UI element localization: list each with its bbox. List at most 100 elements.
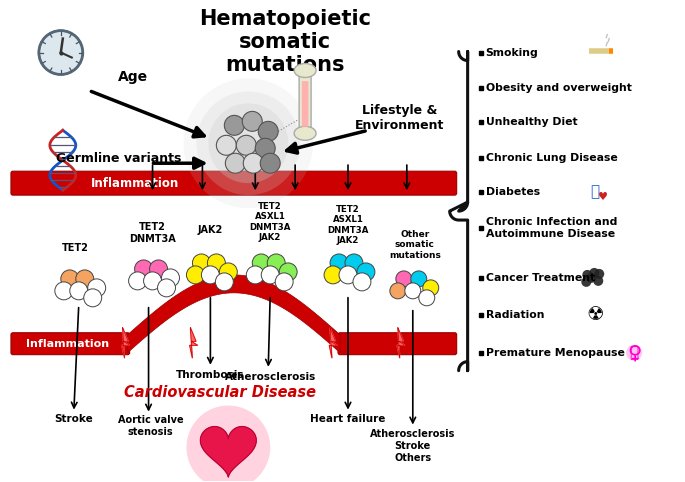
Circle shape xyxy=(411,271,427,287)
Circle shape xyxy=(252,254,270,272)
Circle shape xyxy=(242,111,262,131)
Circle shape xyxy=(219,263,237,281)
Text: Other
somatic
mutations: Other somatic mutations xyxy=(389,230,440,260)
Circle shape xyxy=(184,79,313,208)
Circle shape xyxy=(419,290,435,306)
Circle shape xyxy=(129,272,147,290)
Circle shape xyxy=(267,254,285,272)
Circle shape xyxy=(88,279,105,297)
FancyBboxPatch shape xyxy=(11,333,129,355)
Circle shape xyxy=(39,31,83,75)
Circle shape xyxy=(330,254,348,272)
Text: Premature Menopause: Premature Menopause xyxy=(486,348,625,358)
Circle shape xyxy=(390,283,406,299)
Circle shape xyxy=(243,153,263,173)
Polygon shape xyxy=(122,328,130,358)
Circle shape xyxy=(339,266,357,284)
Circle shape xyxy=(149,260,168,278)
Text: ♀: ♀ xyxy=(627,343,641,362)
Text: Heart failure: Heart failure xyxy=(310,415,386,425)
Text: Cancer Treatment: Cancer Treatment xyxy=(486,273,595,283)
Circle shape xyxy=(582,270,593,280)
Text: Ⓜ: Ⓜ xyxy=(630,345,638,360)
Circle shape xyxy=(261,266,279,284)
Circle shape xyxy=(208,254,225,272)
Text: ♥: ♥ xyxy=(598,192,608,202)
Text: Aortic valve
stenosis: Aortic valve stenosis xyxy=(118,415,184,437)
Circle shape xyxy=(201,266,219,284)
Circle shape xyxy=(225,153,245,173)
Circle shape xyxy=(208,104,288,183)
Circle shape xyxy=(423,280,438,296)
Text: Inflammation: Inflammation xyxy=(90,177,179,190)
Circle shape xyxy=(192,254,210,272)
Circle shape xyxy=(345,254,363,272)
Circle shape xyxy=(84,289,101,307)
Text: Thrombosis: Thrombosis xyxy=(176,370,245,380)
Text: Diabetes: Diabetes xyxy=(486,187,540,197)
Text: TET2: TET2 xyxy=(62,243,89,253)
Circle shape xyxy=(225,115,245,135)
Circle shape xyxy=(258,121,278,141)
Circle shape xyxy=(162,269,179,287)
Text: Smoking: Smoking xyxy=(486,48,538,57)
Text: TET2
ASXL1
DNMT3A
JAK2: TET2 ASXL1 DNMT3A JAK2 xyxy=(249,202,291,242)
Circle shape xyxy=(260,153,280,173)
Circle shape xyxy=(275,273,293,291)
Text: Atherosclerosis
Stroke
Others: Atherosclerosis Stroke Others xyxy=(370,429,456,463)
Text: TET2
DNMT3A: TET2 DNMT3A xyxy=(129,222,176,244)
Circle shape xyxy=(324,266,342,284)
Polygon shape xyxy=(397,328,405,358)
Circle shape xyxy=(215,273,234,291)
Text: Age: Age xyxy=(118,70,148,84)
Text: Inflammation: Inflammation xyxy=(26,339,109,348)
FancyBboxPatch shape xyxy=(302,81,308,127)
Circle shape xyxy=(279,263,297,281)
Circle shape xyxy=(186,405,270,482)
Circle shape xyxy=(61,270,79,288)
Circle shape xyxy=(216,135,236,155)
Text: ⧗: ⧗ xyxy=(590,185,600,200)
Text: Unhealthy Diet: Unhealthy Diet xyxy=(486,117,577,127)
Circle shape xyxy=(256,138,275,158)
Circle shape xyxy=(236,135,256,155)
Circle shape xyxy=(134,260,153,278)
FancyBboxPatch shape xyxy=(338,333,457,355)
Circle shape xyxy=(589,268,599,278)
Circle shape xyxy=(357,263,375,281)
Circle shape xyxy=(70,282,88,300)
Circle shape xyxy=(593,276,603,286)
Circle shape xyxy=(197,92,300,195)
Text: Germline variants: Germline variants xyxy=(56,152,182,165)
Circle shape xyxy=(353,273,371,291)
Ellipse shape xyxy=(294,64,316,78)
Text: Hematopoietic
somatic
mutations: Hematopoietic somatic mutations xyxy=(199,9,371,75)
Text: Cardiovascular Disease: Cardiovascular Disease xyxy=(125,385,316,400)
Polygon shape xyxy=(329,328,337,358)
Circle shape xyxy=(586,273,596,283)
Text: Chronic Infection and
Autoimmune Disease: Chronic Infection and Autoimmune Disease xyxy=(486,217,617,239)
Text: Stroke: Stroke xyxy=(54,415,93,425)
Circle shape xyxy=(144,272,162,290)
Text: JAK2: JAK2 xyxy=(198,225,223,235)
Circle shape xyxy=(186,266,204,284)
Circle shape xyxy=(595,269,604,279)
Text: Obesity and overweight: Obesity and overweight xyxy=(486,83,632,94)
Polygon shape xyxy=(127,275,340,353)
Text: Lifestyle &
Environment: Lifestyle & Environment xyxy=(355,105,445,133)
Polygon shape xyxy=(201,427,256,477)
FancyBboxPatch shape xyxy=(11,171,457,195)
Circle shape xyxy=(76,270,94,288)
Circle shape xyxy=(247,266,264,284)
Text: ☢: ☢ xyxy=(586,305,604,324)
Circle shape xyxy=(405,283,421,299)
Ellipse shape xyxy=(294,126,316,140)
Circle shape xyxy=(396,271,412,287)
Polygon shape xyxy=(190,328,197,358)
Text: Chronic Lung Disease: Chronic Lung Disease xyxy=(486,153,617,163)
Text: Radiation: Radiation xyxy=(486,310,544,320)
Circle shape xyxy=(582,277,591,287)
Circle shape xyxy=(626,345,642,361)
Text: Atherosclerosis: Atherosclerosis xyxy=(225,372,316,382)
FancyBboxPatch shape xyxy=(299,72,311,134)
